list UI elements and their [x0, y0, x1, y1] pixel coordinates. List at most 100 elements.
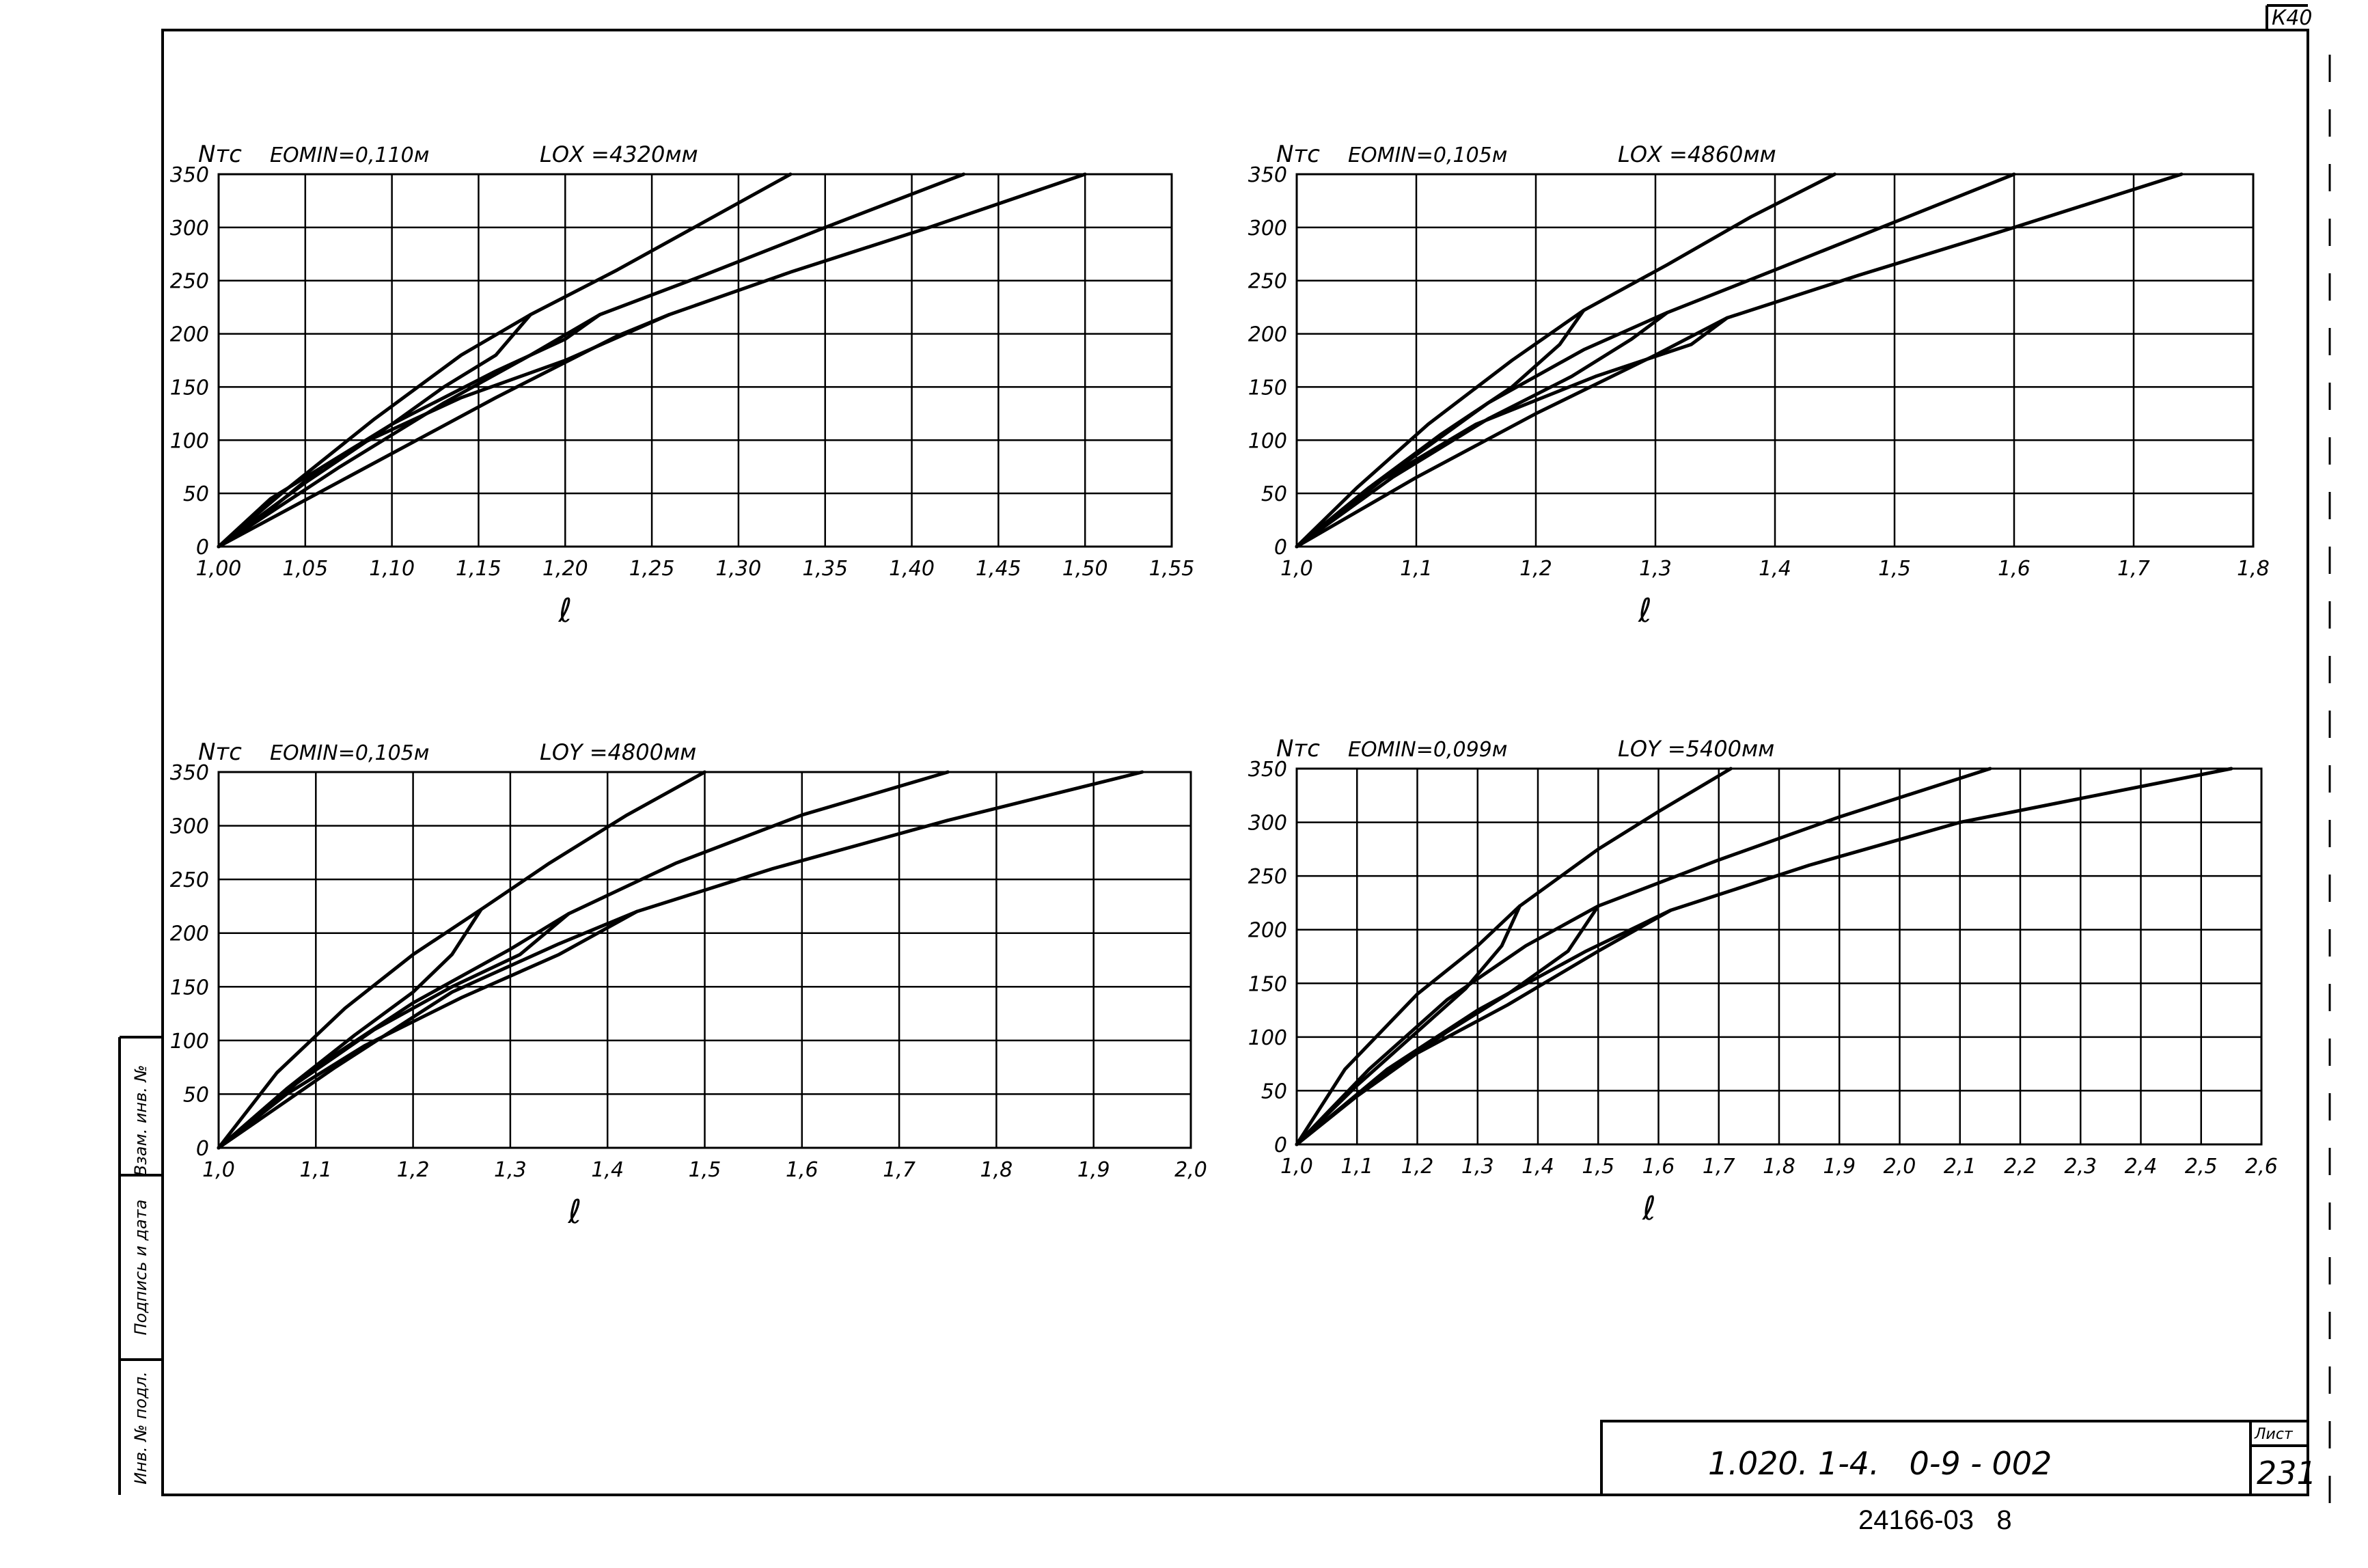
title-block: [1600, 1420, 2309, 1496]
y-tick-label: 100: [1248, 429, 1287, 453]
series-line-2: [217, 907, 483, 1150]
y-axis-label: Nтс: [1276, 735, 1320, 762]
sheet-label: Лист: [2254, 1426, 2294, 1443]
series-line-6: [217, 313, 671, 549]
x-tick-label: 1,00: [196, 557, 242, 581]
series-line-4: [217, 911, 570, 1150]
plot-border: [217, 173, 1173, 548]
y-tick-label: 250: [1248, 270, 1287, 294]
series-line-3: [1295, 172, 2016, 549]
x-tick-label: 1,1: [1340, 1155, 1373, 1179]
x-tick-label: 2,0: [1884, 1155, 1916, 1179]
series-line-4: [1295, 310, 1669, 549]
series-line-5: [217, 770, 1144, 1150]
y-tick-label: 200: [1248, 323, 1287, 347]
chart-bottom-right: 1,0 1,1 1,2 1,3 1,4 1,5 1,6 1,7 1,8 1,9 2,0 2,1 2,2 2…: [1248, 735, 2278, 1228]
document-code: 1.020. 1-4. 0-9 - 002: [1708, 1445, 2052, 1482]
y-tick-label: 350: [170, 163, 209, 187]
series-line-6: [217, 909, 639, 1150]
x-tick-label: 1,0: [1280, 557, 1313, 581]
x-tick-label: 1,05: [282, 557, 328, 581]
x-tick-label: 1,25: [629, 557, 675, 581]
x-tick-label: 1,40: [889, 557, 935, 581]
y-tick-label: 0: [196, 536, 209, 560]
x-axis-label: ℓ: [1642, 1189, 1656, 1228]
x-tick-label: 2,0: [1174, 1158, 1207, 1182]
series-line-3: [1295, 767, 1992, 1146]
y-tick-label: 0: [196, 1137, 209, 1161]
y-tick-label: 200: [1248, 919, 1287, 943]
y-tick-label: 150: [1248, 972, 1287, 996]
x-tick-label: 2,4: [2125, 1155, 2158, 1179]
x-axis-label: ℓ: [568, 1193, 582, 1231]
sheet-number: 231: [2257, 1455, 2317, 1491]
x-tick-label: 1,10: [369, 557, 415, 581]
x-tick-label: 1,3: [1639, 557, 1672, 581]
series-line-5: [1295, 767, 2233, 1146]
series-line-1: [1295, 767, 1733, 1146]
y-tick-label: 350: [1248, 758, 1287, 782]
sheet-frame: [118, 4, 2331, 1503]
x-tick-label: 1,20: [542, 557, 588, 581]
series-line-3: [217, 172, 966, 549]
series-line-1: [217, 172, 793, 549]
y-tick-label: 100: [1248, 1026, 1287, 1050]
series-line-2: [1295, 904, 1522, 1146]
y-tick-label: 250: [1248, 865, 1287, 889]
x-tick-label: 1,2: [1401, 1155, 1434, 1179]
x-tick-label: 1,4: [1759, 557, 1791, 581]
series-line-6: [1295, 316, 1729, 549]
x-tick-label: 1,8: [1763, 1155, 1795, 1179]
x-tick-label: 1,50: [1062, 557, 1108, 581]
x-tick-label: 1,5: [1878, 557, 1911, 581]
x-tick-label: 2,1: [1944, 1155, 1977, 1179]
x-tick-label: 1,9: [1077, 1158, 1110, 1182]
x-axis-label: ℓ: [558, 592, 573, 630]
length-label: LОХ =4320мм: [540, 141, 698, 167]
x-tick-label: 1,7: [2117, 557, 2150, 581]
x-tick-label: 2,3: [2064, 1155, 2097, 1179]
x-tick-label: 1,5: [689, 1158, 721, 1182]
x-tick-label: 1,7: [883, 1158, 915, 1182]
length-label: LОY =4800мм: [540, 739, 696, 765]
x-tick-label: 1,1: [299, 1158, 332, 1182]
x-tick-label: 1,9: [1823, 1155, 1856, 1179]
y-tick-label: 50: [1261, 482, 1287, 506]
side-label-replacement: Взам. инв. №: [131, 1065, 150, 1177]
x-tick-label: 2,5: [2185, 1155, 2218, 1179]
y-tick-label: 250: [170, 868, 209, 892]
y-tick-label: 50: [1261, 1079, 1287, 1103]
chart-bottom-left: 1,0 1,1 1,2 1,3 1,4 1,5 1,6 1,7 1,8 1,9 2,0 0 50 100 1…: [170, 739, 1207, 1231]
y-tick-label: 150: [170, 376, 209, 400]
x-tick-label: 1,6: [1642, 1155, 1675, 1179]
y-tick-label: 150: [1248, 376, 1287, 400]
series-line-1: [217, 770, 706, 1150]
y-tick-label: 0: [1274, 536, 1287, 560]
series-line-4: [217, 313, 602, 549]
x-tick-label: 1,4: [1522, 1155, 1554, 1179]
x-tick-label: 1,8: [2237, 557, 2270, 581]
x-tick-label: 1,6: [1998, 557, 2030, 581]
y-tick-label: 100: [170, 1030, 209, 1054]
x-tick-label: 1,5: [1582, 1155, 1614, 1179]
x-tick-label: 1,0: [202, 1158, 235, 1182]
y-tick-label: 50: [183, 1083, 209, 1107]
y-tick-label: 100: [170, 429, 209, 453]
x-tick-label: 1,45: [976, 557, 1021, 581]
x-tick-label: 1,4: [591, 1158, 624, 1182]
y-tick-label: 50: [183, 482, 209, 506]
y-axis-label: Nтс: [198, 739, 242, 766]
x-tick-label: 1,15: [456, 557, 501, 581]
corner-code: К40: [2272, 6, 2312, 30]
emin-label: ЕОМIN=0,110м: [270, 143, 429, 167]
x-tick-label: 1,7: [1703, 1155, 1735, 1179]
emin-label: ЕОМIN=0,105м: [270, 741, 429, 765]
x-tick-label: 1,8: [980, 1158, 1013, 1182]
x-axis-label: ℓ: [1638, 592, 1652, 630]
y-tick-label: 200: [170, 922, 209, 946]
x-tick-label: 1,55: [1149, 557, 1195, 581]
plot-border: [1295, 173, 2255, 548]
emin-label: ЕОМIN=0,099м: [1348, 738, 1507, 762]
series-line-3: [217, 770, 950, 1150]
